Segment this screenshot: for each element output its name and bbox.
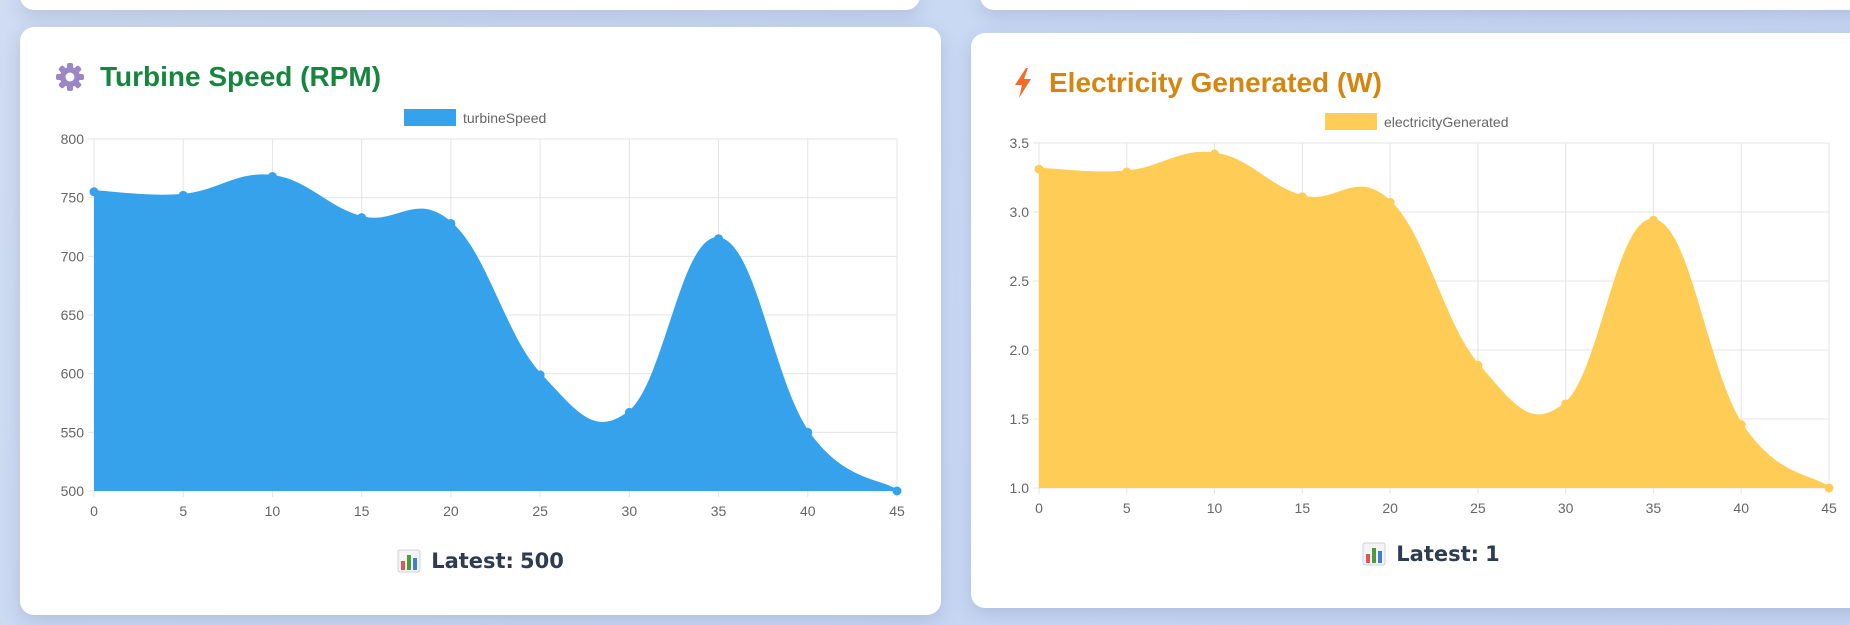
y-tick-label: 550	[61, 424, 85, 440]
electricity-generated-card: Electricity Generated (W) electricityGen…	[971, 33, 1850, 608]
lightning-icon	[1011, 67, 1035, 99]
latest-label: Latest:	[1396, 542, 1480, 566]
x-tick-label: 5	[179, 503, 187, 519]
electricity-generated-latest: Latest: 1	[971, 542, 1850, 566]
series-area	[1039, 153, 1829, 488]
turbine-speed-title-text: Turbine Speed (RPM)	[100, 61, 382, 92]
x-tick-label: 0	[90, 503, 98, 519]
y-tick-label: 800	[61, 131, 85, 147]
legend-swatch	[1325, 113, 1377, 130]
data-point	[624, 407, 634, 417]
data-point	[357, 213, 367, 223]
series-area	[94, 175, 897, 492]
x-tick-label: 5	[1123, 500, 1131, 516]
y-tick-label: 600	[61, 366, 85, 382]
electricity-generated-title: Electricity Generated (W)	[1011, 67, 1382, 99]
x-tick-label: 15	[1295, 500, 1311, 516]
y-tick-label: 3.0	[1010, 204, 1030, 220]
y-tick-label: 500	[61, 483, 85, 499]
data-point	[1210, 149, 1220, 159]
x-tick-label: 25	[532, 503, 548, 519]
x-tick-label: 10	[265, 503, 281, 519]
turbine-speed-card: Turbine Speed (RPM) turbineSpeed 500 550 6…	[20, 27, 941, 615]
electricity-generated-title-text: Electricity Generated (W)	[1049, 67, 1382, 98]
legend-label: electricityGenerated	[1384, 113, 1509, 130]
series-line	[1038, 151, 1830, 490]
data-point	[892, 486, 902, 496]
latest-value: 1	[1485, 542, 1500, 566]
data-point	[446, 218, 456, 228]
card-top-right-partial	[980, 0, 1850, 10]
data-point	[1824, 483, 1834, 493]
x-tick-label: 30	[1558, 500, 1574, 516]
bar-chart-icon	[397, 549, 421, 573]
chart-legend[interactable]: turbineSpeed	[404, 109, 546, 126]
data-point	[1122, 167, 1132, 177]
x-tick-label: 45	[889, 503, 905, 519]
legend-label: turbineSpeed	[463, 109, 547, 126]
x-tick-label: 40	[1733, 500, 1749, 516]
data-point	[535, 370, 545, 380]
y-tick-label: 700	[61, 248, 85, 264]
data-point	[89, 187, 99, 197]
data-point	[178, 190, 188, 200]
x-tick-label: 20	[1382, 500, 1398, 516]
x-tick-label: 30	[622, 503, 638, 519]
data-point	[1648, 215, 1658, 225]
data-point	[1736, 420, 1746, 430]
y-tick-label: 2.5	[1010, 273, 1030, 289]
y-tick-label: 3.5	[1010, 135, 1030, 151]
electricity-generated-chart[interactable]: 1.0 1.5 2.0 2.5 3.0 3.5 0 5 10 15 20 25 30 35 40 45	[971, 33, 1850, 608]
x-tick-label: 10	[1207, 500, 1223, 516]
y-tick-label: 750	[61, 190, 85, 206]
y-tick-label: 1.0	[1010, 480, 1030, 496]
turbine-speed-title: Turbine Speed (RPM)	[54, 61, 381, 93]
legend-swatch	[404, 109, 456, 126]
latest-label: Latest:	[431, 549, 514, 573]
chart-legend[interactable]: electricityGenerated	[1325, 113, 1509, 130]
data-point	[714, 234, 724, 244]
y-tick-label: 650	[61, 307, 85, 323]
card-top-left-partial	[20, 0, 920, 10]
gear-icon	[54, 61, 86, 93]
x-tick-label: 20	[443, 503, 459, 519]
data-point	[1561, 399, 1571, 409]
x-tick-label: 40	[800, 503, 816, 519]
series-line	[93, 174, 898, 493]
data-point	[803, 427, 813, 437]
data-point	[1034, 164, 1044, 174]
y-tick-label: 2.0	[1010, 342, 1030, 358]
turbine-speed-chart[interactable]: 500 550 600 650 700 750 800 0 5 10 15 20 25 30 35 40 45	[20, 27, 941, 615]
data-point	[1297, 192, 1307, 202]
x-tick-label: 35	[1646, 500, 1662, 516]
x-tick-label: 15	[354, 503, 370, 519]
bar-chart-icon	[1362, 542, 1386, 566]
x-tick-label: 0	[1035, 500, 1043, 516]
latest-value: 500	[519, 549, 564, 573]
data-point	[1385, 197, 1395, 207]
turbine-speed-latest: Latest: 500	[20, 549, 941, 573]
data-point	[267, 172, 277, 182]
x-tick-label: 35	[711, 503, 727, 519]
x-tick-label: 25	[1470, 500, 1486, 516]
data-point	[1473, 360, 1483, 370]
x-tick-label: 45	[1821, 500, 1837, 516]
y-tick-label: 1.5	[1010, 411, 1030, 427]
